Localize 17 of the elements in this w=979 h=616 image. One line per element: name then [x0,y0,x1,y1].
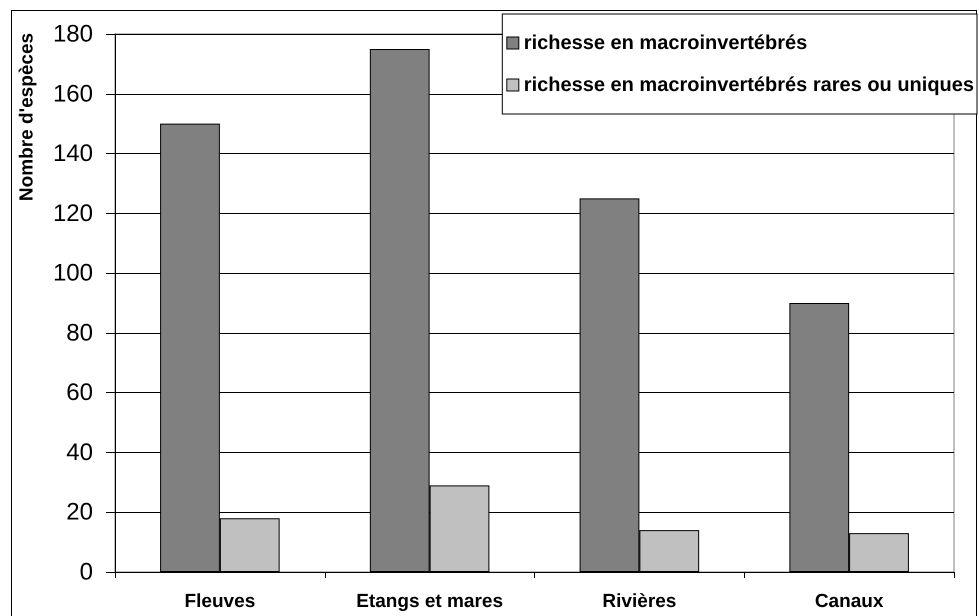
y-tick-label: 140 [52,140,93,168]
x-tick-label: Fleuves [184,591,256,612]
y-tick-label: 20 [66,498,93,526]
legend-label: richesse en macroinvertébrés rares ou uniques [524,74,974,96]
y-tick-label: 120 [52,200,93,227]
y-axis-title: Nombre d'espèces [16,32,38,202]
x-tick-label: Rivières [602,591,676,612]
y-tick-label: 100 [52,260,93,287]
y-tick-label: 180 [52,20,93,48]
y-tick-label: 40 [66,438,93,466]
y-tick-label: 160 [52,80,93,108]
y-tick-label: 60 [66,379,93,406]
x-tick-label: Etangs et mares [356,591,504,612]
legend-label: richesse en macroinvertébrés [524,32,808,54]
x-tick-label: Canaux [814,591,884,612]
y-tick-label: 0 [80,558,93,586]
y-tick-label: 80 [66,319,93,346]
